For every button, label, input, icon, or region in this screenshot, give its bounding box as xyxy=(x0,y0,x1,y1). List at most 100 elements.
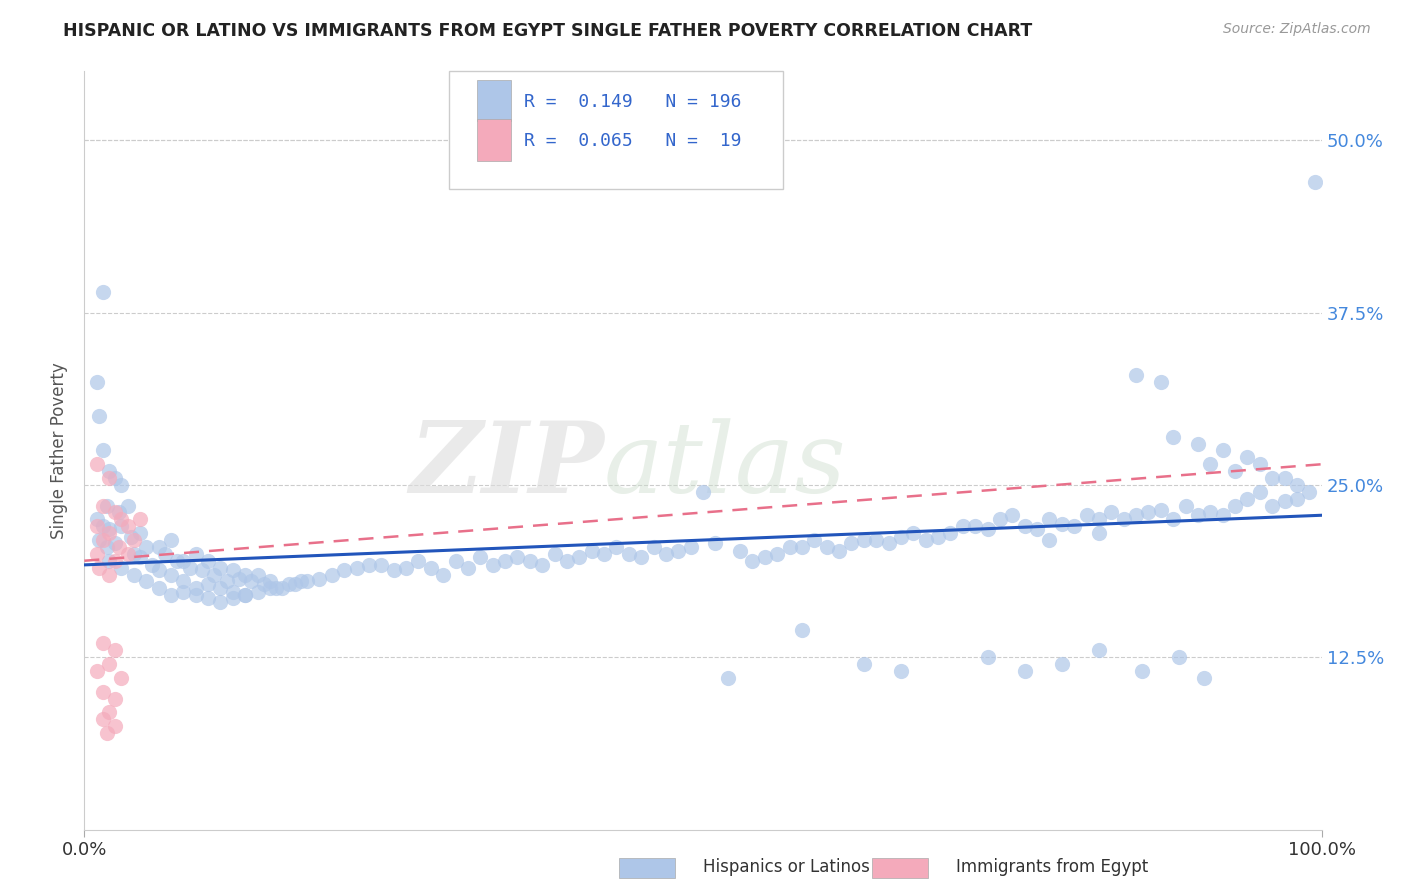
Point xyxy=(692,484,714,499)
Point xyxy=(197,577,219,591)
Point xyxy=(98,706,121,720)
Point xyxy=(98,522,121,536)
Point xyxy=(209,582,232,596)
Point xyxy=(444,554,467,568)
Point xyxy=(1014,664,1036,678)
Point xyxy=(120,530,142,544)
Point xyxy=(184,582,207,596)
Point xyxy=(148,563,170,577)
Point xyxy=(1076,508,1098,523)
Point xyxy=(965,519,987,533)
Point xyxy=(1161,512,1184,526)
Point xyxy=(228,572,250,586)
Text: HISPANIC OR LATINO VS IMMIGRANTS FROM EGYPT SINGLE FATHER POVERTY CORRELATION CH: HISPANIC OR LATINO VS IMMIGRANTS FROM EG… xyxy=(63,22,1032,40)
Text: Immigrants from Egypt: Immigrants from Egypt xyxy=(956,858,1149,876)
Point xyxy=(333,563,356,577)
Point xyxy=(110,478,132,492)
Point xyxy=(222,591,245,605)
Point xyxy=(98,526,121,541)
Point xyxy=(233,588,256,602)
Point xyxy=(1223,499,1246,513)
Point xyxy=(104,719,127,733)
Point xyxy=(184,547,207,561)
Point xyxy=(1038,512,1060,526)
Point xyxy=(89,409,111,423)
Point xyxy=(1063,519,1085,533)
Point xyxy=(104,643,127,657)
Point xyxy=(903,526,925,541)
Point xyxy=(1298,484,1320,499)
Point xyxy=(246,567,269,582)
Point xyxy=(122,547,145,561)
Point xyxy=(593,547,616,561)
Point xyxy=(1212,443,1234,458)
Point xyxy=(457,560,479,574)
Text: R =  0.149   N = 196: R = 0.149 N = 196 xyxy=(523,93,741,111)
Point xyxy=(98,464,121,478)
Point xyxy=(86,512,108,526)
Point xyxy=(766,547,789,561)
Point xyxy=(110,519,132,533)
Point xyxy=(91,684,114,698)
FancyBboxPatch shape xyxy=(450,71,783,189)
Point xyxy=(98,657,121,672)
Point xyxy=(704,536,727,550)
Point xyxy=(655,547,678,561)
Point xyxy=(98,471,121,485)
Point xyxy=(1192,671,1215,685)
Point xyxy=(543,547,565,561)
Point xyxy=(172,554,194,568)
Point xyxy=(135,574,157,589)
Point xyxy=(1274,494,1296,508)
Point xyxy=(841,536,863,550)
Point xyxy=(141,558,163,572)
Point xyxy=(233,567,256,582)
Point xyxy=(643,540,665,554)
Point xyxy=(222,563,245,577)
Point xyxy=(728,544,751,558)
Point xyxy=(91,519,114,533)
Text: Hispanics or Latinos: Hispanics or Latinos xyxy=(703,858,870,876)
Point xyxy=(91,443,114,458)
Point xyxy=(1236,491,1258,506)
Point xyxy=(382,563,405,577)
Point xyxy=(852,657,875,672)
Point xyxy=(91,712,114,726)
Point xyxy=(370,558,392,572)
Point xyxy=(91,636,114,650)
Point xyxy=(160,588,183,602)
Point xyxy=(1088,512,1111,526)
Point xyxy=(605,540,627,554)
Point xyxy=(96,540,118,554)
Point xyxy=(1212,508,1234,523)
Point xyxy=(240,574,263,589)
Point xyxy=(890,530,912,544)
Point xyxy=(160,533,183,547)
Point xyxy=(506,549,529,564)
Point xyxy=(988,512,1011,526)
Point xyxy=(104,691,127,706)
Point xyxy=(1130,664,1153,678)
Point xyxy=(86,664,108,678)
Point xyxy=(104,536,127,550)
Point xyxy=(890,664,912,678)
Point xyxy=(264,582,287,596)
Point xyxy=(1249,457,1271,471)
Point xyxy=(98,567,121,582)
Point xyxy=(1187,508,1209,523)
Point xyxy=(104,471,127,485)
Point xyxy=(91,285,114,299)
Point xyxy=(1249,484,1271,499)
Point xyxy=(1236,450,1258,465)
Point xyxy=(779,540,801,554)
Point xyxy=(86,519,108,533)
Point xyxy=(432,567,454,582)
Point xyxy=(927,530,949,544)
Text: Source: ZipAtlas.com: Source: ZipAtlas.com xyxy=(1223,22,1371,37)
Y-axis label: Single Father Poverty: Single Father Poverty xyxy=(51,362,69,539)
FancyBboxPatch shape xyxy=(477,79,512,121)
Point xyxy=(110,512,132,526)
Point xyxy=(277,577,299,591)
Point xyxy=(976,650,998,665)
Point xyxy=(1305,175,1327,189)
